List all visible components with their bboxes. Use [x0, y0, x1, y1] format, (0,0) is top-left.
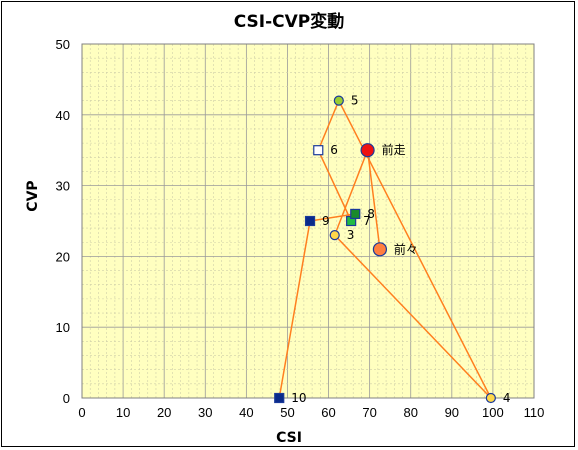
data-point-label: 前々 — [394, 241, 418, 256]
chart-title: CSI-CVP変動 — [234, 11, 345, 32]
y-tick-label: 20 — [56, 249, 70, 264]
y-tick-label: 10 — [56, 320, 70, 335]
data-point-label: 10 — [291, 391, 306, 405]
y-tick-label: 30 — [56, 179, 70, 194]
y-tick-label: 50 — [56, 37, 70, 52]
x-tick-label: 50 — [280, 405, 294, 420]
data-point — [350, 208, 361, 220]
series-line — [278, 98, 492, 399]
x-axis-label: CSI — [276, 430, 302, 446]
data-point-label: 4 — [503, 391, 511, 405]
data-point-label: 6 — [330, 143, 338, 157]
x-tick-label: 110 — [524, 405, 545, 420]
x-tick-label: 90 — [445, 405, 459, 420]
y-axis-label: CVP — [25, 180, 41, 211]
x-tick-label: 10 — [116, 405, 130, 420]
data-point-label: 9 — [322, 214, 330, 228]
x-tick-label: 0 — [78, 405, 85, 420]
y-tick-label: 40 — [56, 108, 70, 123]
x-tick-label: 100 — [482, 405, 504, 420]
data-point-label: 7 — [363, 214, 371, 228]
plot-border — [81, 43, 535, 399]
plot-area: 0 10 20 30 40 50 60 70 80 90 100 110 0 10 20 30 40 50 前々 前走… — [56, 37, 545, 420]
x-tick-label: 30 — [198, 405, 212, 420]
data-point — [274, 392, 285, 404]
grid-lines — [81, 43, 535, 399]
data-point — [360, 143, 375, 158]
data-point — [485, 392, 496, 404]
data-point-label: 8 — [367, 207, 375, 221]
data-point-label: 3 — [347, 228, 355, 242]
data-point — [333, 95, 344, 106]
data-point — [372, 242, 388, 257]
data-point — [329, 230, 340, 241]
x-tick-label: 80 — [403, 405, 417, 420]
data-point-label: 5 — [351, 94, 359, 108]
x-tick-label: 20 — [157, 405, 171, 420]
x-tick-label: 60 — [321, 405, 335, 420]
data-point — [304, 215, 316, 227]
x-tick-label: 70 — [362, 405, 376, 420]
y-tick-label: 0 — [63, 391, 70, 406]
data-point-label: 前走 — [382, 142, 406, 157]
x-tick-label: 40 — [239, 405, 253, 420]
data-point — [313, 145, 324, 156]
